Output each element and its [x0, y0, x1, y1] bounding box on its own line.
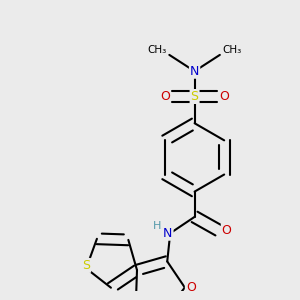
Text: N: N: [163, 227, 172, 240]
Text: H: H: [153, 221, 161, 231]
Text: CH₃: CH₃: [147, 44, 166, 55]
Text: N: N: [190, 65, 199, 78]
Text: CH₃: CH₃: [223, 44, 242, 55]
Text: S: S: [82, 259, 90, 272]
Text: O: O: [219, 90, 229, 103]
Text: O: O: [222, 224, 232, 237]
Text: S: S: [190, 90, 199, 103]
Text: O: O: [186, 281, 196, 294]
Text: O: O: [160, 90, 170, 103]
